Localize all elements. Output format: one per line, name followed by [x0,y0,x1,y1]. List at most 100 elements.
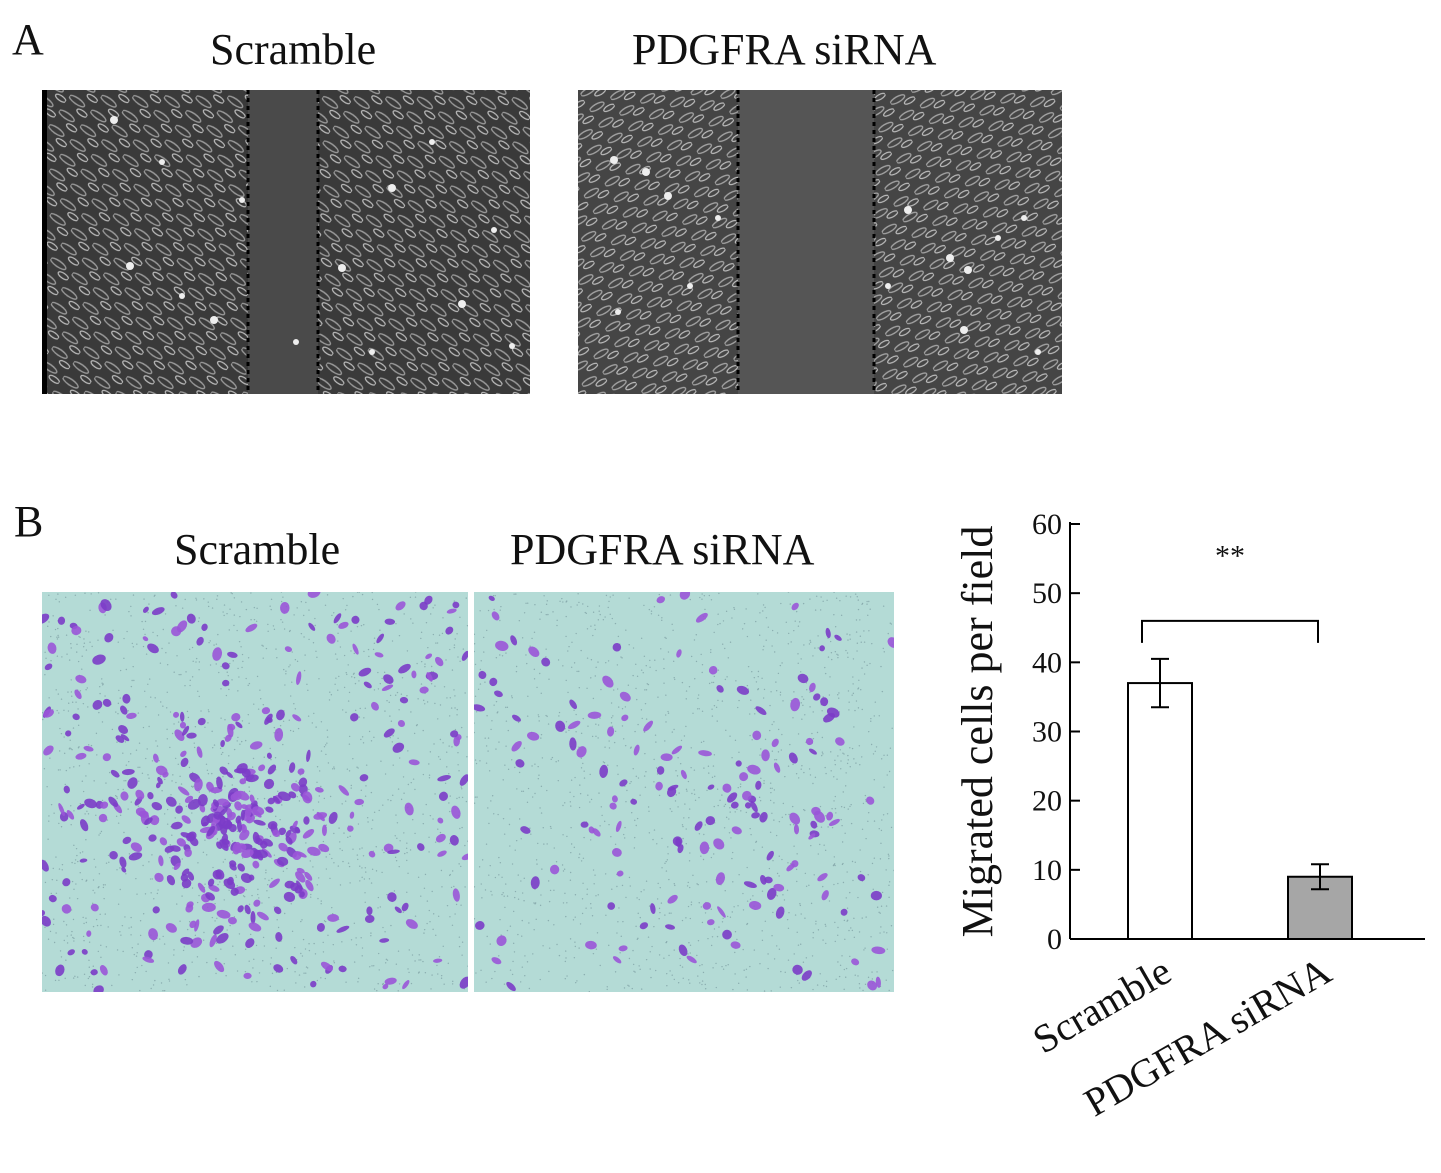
stained-cell [128,852,143,861]
stained-cell [244,808,252,818]
stained-cell [289,762,296,773]
stained-cell [48,894,57,903]
stained-cell [835,737,845,746]
stained-cell [196,636,204,646]
stained-cell [665,924,676,930]
stained-cell [643,720,654,732]
stained-cell [338,965,347,973]
stained-cell [120,705,128,715]
stained-cell [248,922,262,932]
stained-cell [42,859,49,872]
stained-cell [155,765,168,776]
stained-cell [530,876,540,890]
stained-cell [220,739,225,748]
stained-cell [58,803,65,816]
stained-cell [567,720,581,730]
stained-cell [92,654,106,665]
stained-cell [433,958,443,963]
stained-cell [672,836,683,847]
stained-cell [275,932,283,942]
stained-cell [607,902,616,910]
stained-cell [173,862,181,871]
stained-cell [813,693,821,701]
stained-cell [62,878,71,887]
stained-cell [755,780,762,790]
stained-cell [227,916,237,925]
stained-cell [749,900,762,910]
stained-cell [209,934,217,948]
stained-cell [176,838,187,847]
stained-cell [392,742,405,753]
stained-cell [751,812,760,819]
stained-cell [42,915,51,927]
panel-a-scramble-title: Scramble [210,25,377,74]
stained-cell [205,892,216,901]
stained-cell [354,798,365,806]
stained-cell [181,868,190,876]
stained-cell [280,601,290,614]
stained-cell [148,928,159,941]
stained-cell [871,946,886,955]
stained-cell [660,753,673,762]
stained-cell [277,791,291,802]
stained-cell [775,906,785,919]
stained-cell [245,623,258,633]
stained-cell [766,850,774,861]
stained-cell [189,837,199,847]
stained-cell [813,810,825,823]
stained-cell [43,745,54,756]
stained-cell [731,826,742,835]
stained-cell [241,849,254,859]
stained-cell [75,752,87,760]
stained-cell [120,734,130,742]
stained-cell [303,816,310,825]
stained-cell [840,908,848,916]
stained-cell [241,768,251,778]
significance-bracket [1141,619,1319,643]
y-tick-label: 10 [1032,854,1062,887]
stained-cell [621,714,629,722]
stained-cell [121,768,135,776]
panel-a-sirna-title: PDGFRA siRNA [632,25,937,74]
stained-cell [790,697,801,712]
stained-cell [307,592,321,598]
significance-label: ** [1215,540,1245,573]
stained-cell [866,796,875,805]
stained-cell [461,853,468,861]
stained-cell [520,826,531,834]
stained-cell [219,839,229,851]
stained-cell [615,820,622,832]
stained-cell [294,826,300,833]
stained-cell [130,842,143,852]
stained-cell [576,746,587,758]
stained-cell [234,801,243,811]
stained-cell [826,707,840,718]
stained-cell [461,650,468,661]
stained-cell [834,634,842,641]
stained-cell [437,850,447,857]
stained-cell [180,750,187,757]
stained-cell [730,941,741,949]
stained-cell [237,863,245,872]
stained-cell [219,766,229,775]
stained-cell [359,774,369,782]
stained-cell [592,828,601,837]
stained-cell [236,790,250,801]
stained-cell [216,933,229,944]
stained-cell [446,608,457,614]
stained-cell [555,720,566,732]
bar [1127,682,1193,940]
stained-cell [752,730,762,741]
stained-cell [506,981,516,992]
stained-cell [216,909,231,919]
bar-chart: 0 10 20 30 40 50 60 Migrated cells per field Scr… [930,480,1430,1170]
stained-cell [121,866,127,873]
stained-cell [207,878,215,887]
stained-cell [147,791,154,800]
stained-cell [655,781,663,791]
stained-cell [135,789,145,800]
stained-cell [694,821,703,831]
stained-cell [115,735,125,743]
stained-cell [213,811,223,820]
